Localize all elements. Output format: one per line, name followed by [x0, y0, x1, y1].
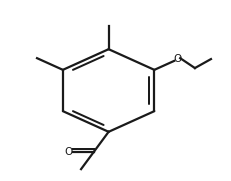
Text: O: O	[65, 147, 73, 157]
Text: O: O	[174, 54, 182, 64]
